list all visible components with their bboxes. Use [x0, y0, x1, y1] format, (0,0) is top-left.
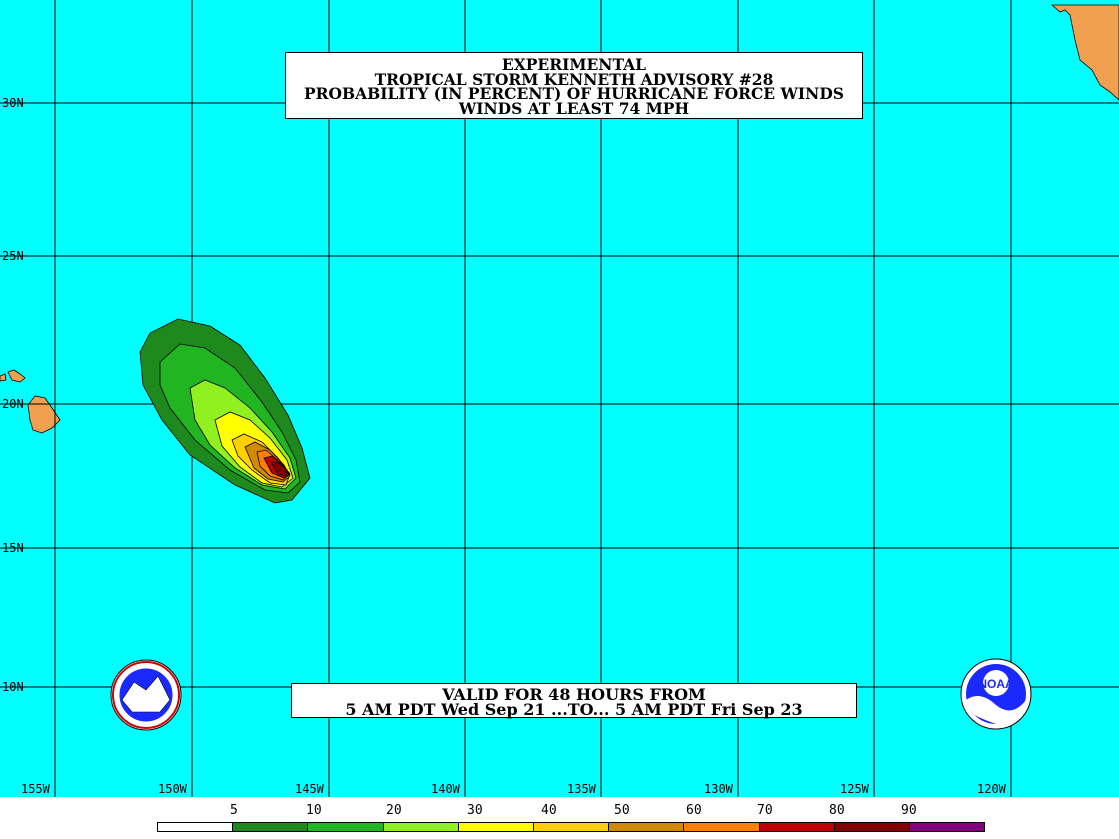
- legend-tick-70: 70: [757, 803, 773, 818]
- lat-label-30n: 30N: [2, 96, 24, 110]
- lat-label-15n: 15N: [2, 541, 24, 555]
- title-line-3: PROBABILITY (IN PERCENT) OF HURRICANE FO…: [304, 84, 844, 103]
- lon-label-155w: 155W: [21, 782, 50, 796]
- lon-label-140w: 140W: [431, 782, 460, 796]
- legend-swatch: [233, 823, 309, 831]
- legend-swatch: [458, 823, 534, 831]
- legend-swatch: [684, 823, 760, 831]
- legend-swatch: [158, 823, 234, 831]
- legend-swatch: [308, 823, 384, 831]
- title-line-1: EXPERIMENTAL: [501, 55, 647, 74]
- lat-label-25n: 25N: [2, 249, 24, 263]
- lon-label-130w: 130W: [704, 782, 733, 796]
- legend-swatch: [834, 823, 910, 831]
- legend-tick-5: 5: [230, 803, 238, 818]
- legend-tick-60: 60: [686, 803, 702, 818]
- legend-tick-40: 40: [541, 803, 557, 818]
- title-line-4: WINDS AT LEAST 74 MPH: [458, 98, 690, 118]
- lower-margin: [0, 797, 1119, 839]
- mainland-coast: [1050, 4, 1119, 101]
- valid-line-2: 5 AM PDT Wed Sep 21 ...TO... 5 AM PDT Fr…: [345, 700, 803, 719]
- map-title: EXPERIMENTAL TROPICAL STORM KENNETH ADVI…: [285, 52, 863, 119]
- legend-swatch: [609, 823, 685, 831]
- legend-swatch: [909, 823, 985, 831]
- legend-tick-50: 50: [614, 803, 630, 818]
- contour-80: [270, 461, 288, 477]
- legend-tick-20: 20: [386, 803, 402, 818]
- lon-label-135w: 135W: [567, 782, 596, 796]
- legend-swatch: [533, 823, 610, 831]
- lat-label-20n: 20N: [2, 397, 24, 411]
- legend-tick-90: 90: [901, 803, 917, 818]
- noaa-logo: NOAA: [960, 658, 1032, 730]
- valid-line-1: VALID FOR 48 HOURS FROM: [442, 685, 706, 704]
- lon-label-145w: 145W: [295, 782, 324, 796]
- legend-swatch: [759, 823, 835, 831]
- title-line-2: TROPICAL STORM KENNETH ADVISORY #28: [374, 69, 774, 89]
- probability-contours: [139, 318, 311, 504]
- legend-swatch: [383, 823, 459, 831]
- lat-label-10n: 10N: [2, 680, 24, 694]
- legend-tick-80: 80: [829, 803, 845, 818]
- nws-seal: [110, 659, 182, 731]
- valid-period: VALID FOR 48 HOURS FROM 5 AM PDT Wed Sep…: [291, 683, 857, 718]
- legend-tick-10: 10: [306, 803, 322, 818]
- lon-label-125w: 125W: [840, 782, 869, 796]
- lon-label-150w: 150W: [158, 782, 187, 796]
- hawaii-islands: [0, 369, 61, 434]
- lon-label-120w: 120W: [977, 782, 1006, 796]
- legend-color-bar: [157, 822, 985, 832]
- legend-tick-30: 30: [467, 803, 483, 818]
- noaa-logo-text: NOAA: [978, 677, 1014, 691]
